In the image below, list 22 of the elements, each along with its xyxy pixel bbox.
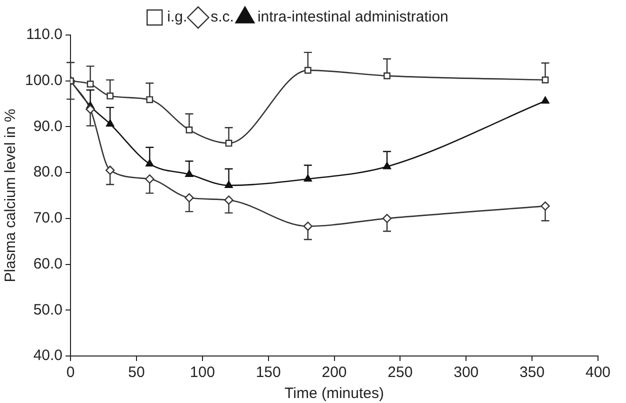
x-tick-label: 300 <box>454 364 479 382</box>
x-tick-label: 100 <box>190 364 215 382</box>
x-axis-title: Time (minutes) <box>284 385 384 402</box>
x-tick-label: 0 <box>66 364 75 382</box>
y-tick-label: 70.0 <box>33 210 63 227</box>
legend-label: i.g. <box>167 8 188 26</box>
x-tick-label: 50 <box>128 364 145 382</box>
x-tick-label: 350 <box>520 364 545 382</box>
legend-label: s.c. <box>210 8 234 26</box>
legend-label: intra-intestinal administration <box>257 8 448 26</box>
y-axis-title: Plasma calcium level in % <box>2 108 20 282</box>
x-tick-label: 200 <box>322 364 347 382</box>
y-tick-label: 100.0 <box>24 72 63 89</box>
x-tick-label: 150 <box>256 364 281 382</box>
y-tick-label: 60.0 <box>33 255 63 272</box>
y-tick-label: 110.0 <box>26 26 63 44</box>
y-tick-label: 50.0 <box>33 301 63 318</box>
y-tick-label: 40.0 <box>33 347 63 364</box>
y-tick-label: 90.0 <box>33 118 63 135</box>
y-tick-label: 80.0 <box>33 164 63 181</box>
x-tick-label: 400 <box>585 364 611 382</box>
x-tick-label: 250 <box>388 364 413 382</box>
